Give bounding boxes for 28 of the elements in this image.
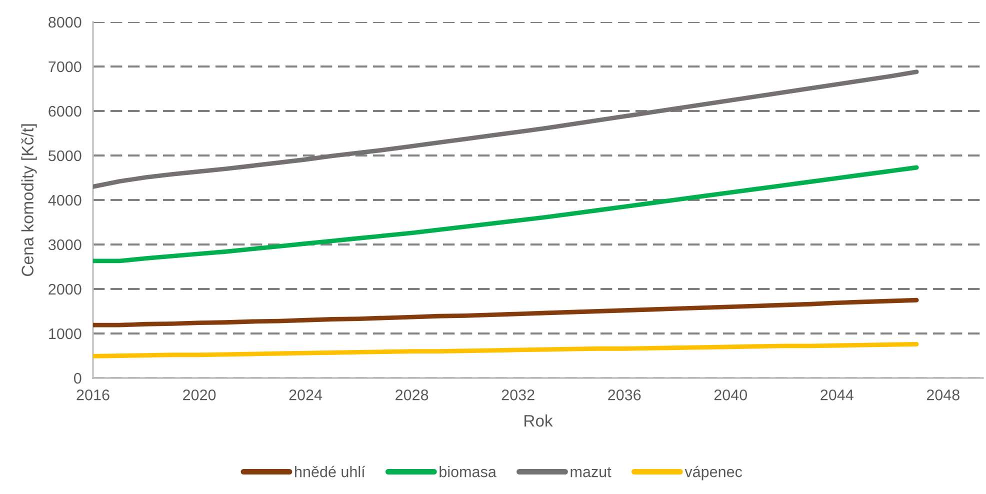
y-tick-label: 1000 — [49, 328, 82, 340]
legend-label: biomasa — [440, 466, 496, 478]
line-series — [93, 70, 919, 189]
line-series — [93, 165, 919, 264]
x-tick-label: 2032 — [502, 390, 534, 400]
y-tick-label: 4000 — [48, 194, 82, 206]
legend-label: mazut — [570, 467, 612, 478]
x-tick-label: 2036 — [608, 390, 641, 400]
y-axis-title: Cena komodity [Kč/t] — [21, 124, 37, 276]
x-tick-label: 2024 — [289, 390, 322, 400]
x-tick-label: 2040 — [714, 390, 748, 400]
y-tick-label: 2000 — [48, 284, 82, 295]
x-tick-label: 2016 — [76, 390, 110, 400]
x-tick-label: 2048 — [926, 390, 960, 400]
line-series — [93, 342, 919, 358]
x-tick-label: 2044 — [820, 390, 854, 400]
line-series — [93, 298, 919, 328]
legend-label: hnědé uhlí — [295, 466, 366, 478]
x-tick-label: 2028 — [396, 390, 428, 400]
legend-label: vápenec — [684, 466, 742, 480]
y-tick-label: 6000 — [48, 106, 82, 117]
x-axis-title: Rok — [524, 414, 553, 427]
y-tick-label: 0 — [74, 372, 82, 384]
x-tick-label: 2020 — [183, 390, 216, 400]
y-tick-label: 8000 — [48, 16, 82, 28]
y-tick-label: 3000 — [48, 239, 82, 250]
y-tick-label: 5000 — [48, 150, 82, 162]
y-tick-label: 7000 — [48, 61, 82, 72]
